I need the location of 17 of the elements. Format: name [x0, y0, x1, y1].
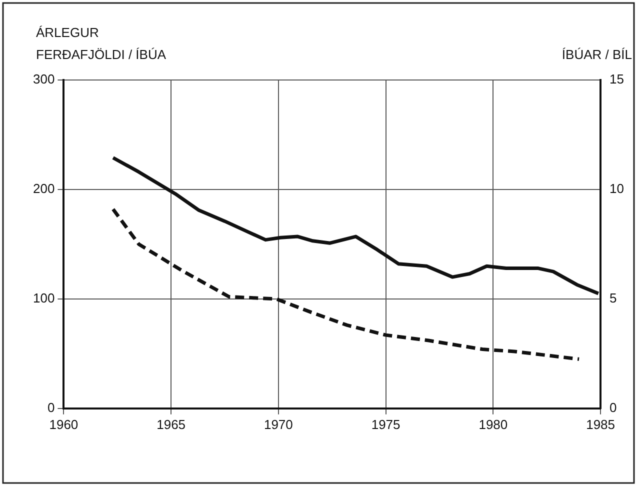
y2-tick-label: 10 — [610, 181, 624, 196]
y-tick-label: 300 — [32, 72, 55, 87]
y2-axis-title: ÍBÚAR / BÍL — [562, 47, 632, 62]
x-tick-label: 1970 — [264, 416, 293, 432]
x-tick-label: 1975 — [371, 416, 400, 432]
y-tick-label: 100 — [32, 290, 55, 306]
x-tick-label: 1960 — [49, 416, 78, 432]
y-axis-title: ÁRLEGUR FERÐAFJÖLDI / ÍBÚA — [36, 25, 166, 62]
x-tick-label: 1985 — [586, 416, 615, 432]
line-series — [111, 207, 581, 361]
x-tick-label: 1965 — [156, 416, 186, 432]
y-tick-label: 200 — [32, 181, 55, 196]
y2-tick-label: 15 — [610, 72, 624, 87]
x-tick-label: 1980 — [478, 416, 508, 432]
y2-tick-label: 0 — [610, 400, 617, 415]
y2-tick-label: 5 — [610, 290, 617, 306]
y-tick-label: 0 — [47, 400, 55, 415]
